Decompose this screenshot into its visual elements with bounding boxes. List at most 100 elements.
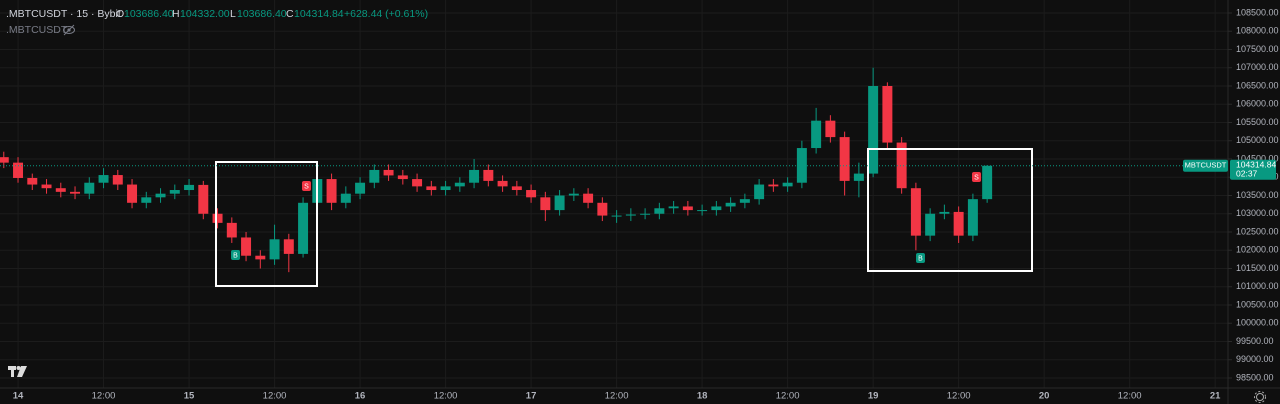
candle-body bbox=[84, 182, 95, 194]
ohlc-value: 103686.40 bbox=[237, 8, 287, 20]
header: .MBTCUSDT · 15 · Bybit O 103686.40 H 104… bbox=[6, 8, 428, 36]
highlight-box bbox=[215, 161, 318, 287]
candle-body bbox=[155, 193, 166, 198]
x-tick-label: 19 bbox=[868, 391, 879, 402]
candle-body bbox=[0, 157, 9, 163]
candle-body bbox=[412, 179, 423, 187]
y-tick-label: 104500.00 bbox=[1236, 153, 1279, 163]
candle-body bbox=[583, 193, 594, 203]
x-tick-label: 15 bbox=[184, 391, 195, 402]
symbol-tag bbox=[1183, 159, 1228, 172]
candle-body bbox=[625, 214, 636, 216]
x-tick-label: 17 bbox=[526, 391, 537, 402]
candle-body bbox=[198, 184, 209, 214]
candle-body bbox=[540, 197, 551, 211]
countdown: 02:37 bbox=[1236, 169, 1258, 179]
y-tick-label: 102500.00 bbox=[1236, 226, 1279, 236]
candle-body bbox=[568, 193, 579, 196]
candle-body bbox=[55, 188, 66, 192]
candle-body bbox=[853, 173, 864, 181]
y-tick-label: 106500.00 bbox=[1236, 80, 1279, 90]
y-tick-label: 100000.00 bbox=[1236, 318, 1279, 328]
x-tick-label: 18 bbox=[697, 391, 708, 402]
candle-body bbox=[369, 169, 380, 183]
candle-body bbox=[925, 213, 936, 236]
change: +628.44 (+0.61%) bbox=[344, 8, 428, 20]
candle-body bbox=[112, 175, 123, 185]
candle-body bbox=[298, 202, 309, 254]
marker-label: S bbox=[304, 183, 309, 190]
hide-icon[interactable] bbox=[63, 24, 75, 36]
y-tick-label: 105000.00 bbox=[1236, 135, 1279, 145]
candle-body bbox=[711, 206, 722, 211]
indicator: .MBTCUSDT bbox=[6, 24, 68, 36]
y-tick-label: 99000.00 bbox=[1236, 354, 1274, 364]
candle-body bbox=[597, 202, 608, 216]
x-tick-label: 12:00 bbox=[1118, 391, 1142, 402]
symbol: .MBTCUSDT · 15 · Bybit bbox=[6, 8, 121, 20]
candle-body bbox=[212, 213, 223, 223]
highlight-box bbox=[867, 148, 1033, 272]
x-tick-label: 12:00 bbox=[92, 391, 116, 402]
y-tick-label: 101000.00 bbox=[1236, 281, 1279, 291]
sell-marker: S bbox=[302, 181, 311, 191]
candle-body bbox=[668, 206, 679, 209]
ohlc-value: 104332.00 bbox=[180, 8, 230, 20]
ohlc-key: C bbox=[286, 8, 294, 20]
candle-body bbox=[13, 162, 24, 178]
candle-body bbox=[839, 137, 850, 181]
marker-label: B bbox=[233, 252, 238, 259]
candle-body bbox=[483, 169, 494, 181]
settings-icon[interactable] bbox=[1254, 391, 1266, 403]
x-tick-label: 21 bbox=[1210, 391, 1221, 402]
candle-body bbox=[241, 237, 252, 256]
candle-body bbox=[682, 206, 693, 211]
candle-body bbox=[469, 169, 480, 183]
candle-body bbox=[426, 186, 437, 191]
candle-body bbox=[611, 215, 622, 217]
candle-body bbox=[184, 184, 195, 191]
price-tag-label: 104314.84 bbox=[1236, 160, 1276, 170]
x-tick-label: 20 bbox=[1039, 391, 1050, 402]
candle-body bbox=[98, 175, 109, 183]
ohlc-value: 104314.84 bbox=[294, 8, 344, 20]
candle-body bbox=[896, 142, 907, 189]
candle-body bbox=[811, 120, 822, 149]
marker-label: B bbox=[918, 255, 923, 262]
candle-body bbox=[70, 191, 81, 194]
marker-label: S bbox=[974, 174, 979, 181]
candle-body bbox=[127, 184, 138, 203]
candle-body bbox=[41, 184, 52, 189]
y-tick-label: 99500.00 bbox=[1236, 336, 1274, 346]
y-tick-label: 100500.00 bbox=[1236, 299, 1279, 309]
candle-body bbox=[825, 120, 836, 138]
x-tick-label: 12:00 bbox=[776, 391, 800, 402]
y-tick-label: 103500.00 bbox=[1236, 190, 1279, 200]
candle-body bbox=[953, 211, 964, 236]
candle-body bbox=[554, 195, 565, 211]
symbol-tag-label: MBTCUSDT bbox=[1185, 161, 1227, 170]
x-tick-label: 12:00 bbox=[434, 391, 458, 402]
candle-body bbox=[725, 202, 736, 207]
y-tick-label: 103000.00 bbox=[1236, 208, 1279, 218]
price-tag bbox=[1230, 159, 1276, 180]
candle-body bbox=[269, 239, 280, 260]
candle-body bbox=[739, 199, 750, 203]
y-tick-label: 106000.00 bbox=[1236, 99, 1279, 109]
x-tick-label: 12:00 bbox=[263, 391, 287, 402]
candle-body bbox=[141, 197, 152, 203]
candle-body bbox=[782, 182, 793, 187]
candle-body bbox=[255, 255, 266, 260]
candle-body bbox=[939, 211, 950, 214]
ohlc-key: L bbox=[230, 8, 236, 20]
x-tick-label: 14 bbox=[13, 391, 24, 402]
candle-body bbox=[340, 193, 351, 203]
candle-body bbox=[982, 165, 993, 200]
candle-body bbox=[868, 85, 879, 174]
tv-logo[interactable] bbox=[8, 366, 27, 377]
candle-body bbox=[355, 182, 366, 194]
candle-body bbox=[326, 179, 337, 203]
candle-body bbox=[440, 186, 451, 191]
